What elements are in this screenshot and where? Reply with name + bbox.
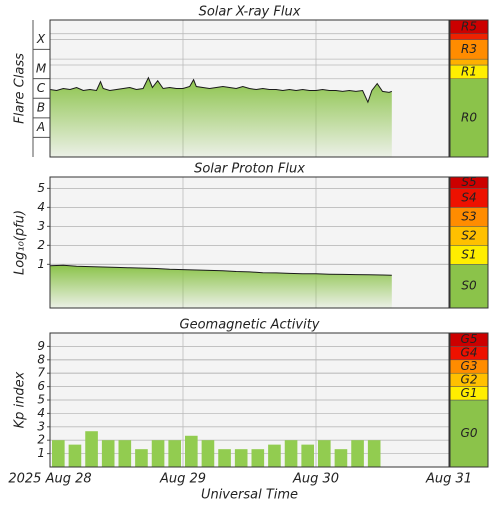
kp-bar <box>185 435 198 467</box>
kp-bar <box>52 440 65 467</box>
kp-bar <box>201 440 215 467</box>
y-axis-label: Log₁₀(pfu) <box>13 210 28 275</box>
y-tick-label: 4 <box>37 406 45 420</box>
scale-level <box>449 58 489 66</box>
flux-line <box>49 264 392 276</box>
scale-border <box>449 19 489 158</box>
panel-title: Geomagnetic Activity <box>180 318 320 333</box>
kp-bar <box>367 440 381 467</box>
y-axis-label: Flare Class <box>13 53 28 124</box>
flux-area <box>50 265 392 308</box>
y-tick-label: 9 <box>37 339 45 353</box>
y-tick-label: 2 <box>37 433 45 447</box>
flux-area <box>50 77 392 157</box>
kp-bar <box>68 444 82 467</box>
kp-bar <box>268 444 281 467</box>
scale-label: S0 <box>461 279 477 293</box>
scale-label: R3 <box>461 42 477 56</box>
kp-bar <box>151 440 165 467</box>
scale-level <box>449 399 489 468</box>
x-tick-label: 2025 Aug 28 <box>8 472 91 487</box>
y-tick-label: 1 <box>37 257 45 271</box>
scale-label: S2 <box>461 228 476 242</box>
flux-line <box>49 76 392 104</box>
y-tick-label: X <box>36 32 46 46</box>
scale-label: R1 <box>461 64 477 78</box>
plot-border <box>49 176 450 309</box>
y-tick-label: 3 <box>37 419 45 433</box>
y-tick-label: 3 <box>37 219 45 233</box>
y-tick-label: 5 <box>37 181 45 195</box>
kp-bar <box>318 440 331 467</box>
scale-border <box>449 176 489 309</box>
kp-bar <box>168 440 181 467</box>
y-tick-label: 1 <box>37 446 45 460</box>
scale-label: G3 <box>461 359 478 373</box>
scale-label: R0 <box>461 110 477 124</box>
y-tick-label: 4 <box>37 200 45 214</box>
panel-title: Solar Proton Flux <box>194 162 305 177</box>
scale-level <box>449 78 489 158</box>
kp-bar <box>118 440 132 467</box>
x-axis-label: Universal Time <box>201 488 298 503</box>
y-tick-label: B <box>37 101 45 115</box>
plot-border <box>49 332 450 468</box>
kp-bar <box>135 449 148 467</box>
scale-label: S1 <box>461 247 476 261</box>
scale-label: G5 <box>461 332 478 346</box>
y-tick-label: 2 <box>37 238 45 252</box>
y-tick-label: 8 <box>37 352 45 366</box>
scale-label: R5 <box>461 19 477 33</box>
kp-bar <box>218 449 231 467</box>
kp-bar <box>334 449 348 467</box>
kp-bar <box>284 440 298 467</box>
kp-bar <box>234 449 248 467</box>
scale-label: G1 <box>461 386 478 400</box>
y-tick-label: 7 <box>37 366 45 380</box>
kp-bar <box>251 449 265 467</box>
scale-label: G4 <box>461 346 478 360</box>
y-axis-label: Kp index <box>13 371 28 428</box>
y-tick-label: A <box>36 120 45 134</box>
scale-label: S4 <box>461 190 476 204</box>
scale-border <box>449 332 489 468</box>
kp-bar <box>85 431 98 467</box>
y-tick-label: C <box>37 81 46 95</box>
x-tick-label: Aug 31 <box>425 472 472 487</box>
plot-border <box>49 19 450 158</box>
y-tick-label: 6 <box>37 379 45 393</box>
scale-label: S3 <box>461 209 476 223</box>
scale-label: G2 <box>461 372 478 386</box>
panel-title: Solar X-ray Flux <box>199 5 301 20</box>
x-tick-label: Aug 30 <box>292 472 339 487</box>
kp-bar <box>301 444 314 467</box>
kp-bar <box>351 440 364 467</box>
y-tick-label: M <box>36 61 47 75</box>
scale-label: S5 <box>461 175 476 189</box>
x-tick-label: Aug 29 <box>159 472 206 487</box>
kp-bar <box>101 440 115 467</box>
scale-label: G0 <box>461 426 478 440</box>
scale-level <box>449 33 489 40</box>
y-tick-label: 5 <box>37 393 45 407</box>
